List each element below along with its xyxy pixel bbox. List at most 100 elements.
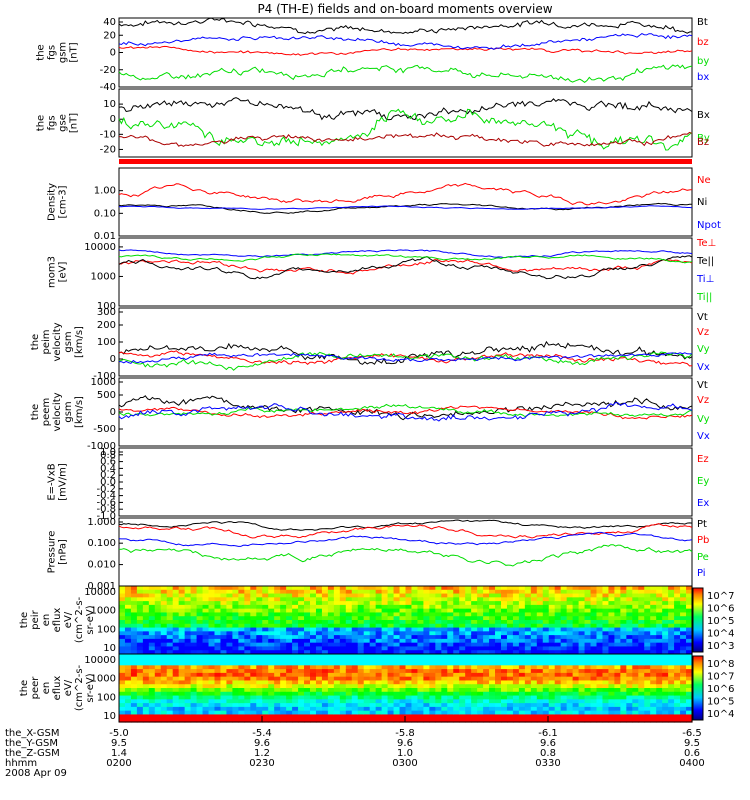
spectrogram-cell (614, 657, 621, 663)
spectrogram-cell (584, 593, 592, 598)
spectrogram-cell (548, 586, 556, 591)
spectrogram-cell (292, 684, 299, 689)
spectrogram-cell (238, 635, 245, 640)
spectrogram-cell (602, 650, 610, 655)
spectrogram-cell (292, 650, 299, 655)
spectrogram-cell (668, 650, 675, 655)
spectrogram-cell (190, 646, 198, 651)
spectrogram-cell (596, 684, 604, 689)
spectrogram-cell (339, 593, 347, 598)
spectrogram-cell (608, 650, 616, 655)
spectrogram-cell (626, 661, 633, 666)
spectrogram-cell (298, 676, 305, 682)
spectrogram-cell (124, 680, 132, 685)
spectrogram-cell (566, 657, 574, 663)
spectrogram-cell (483, 654, 490, 659)
spectrogram-cell (411, 699, 419, 704)
spectrogram-cell (286, 646, 293, 651)
spectrogram-cell (524, 672, 532, 678)
spectrogram-cell (626, 714, 633, 719)
spectrogram-cell (130, 688, 138, 693)
spectrogram-cell (142, 699, 150, 704)
spectrogram-cell (632, 635, 639, 640)
spectrogram-cell (518, 593, 526, 598)
spectrogram-cell (184, 623, 192, 629)
x-row-label: the_Y-GSM (5, 738, 58, 749)
spectrogram-cell (148, 703, 156, 708)
spectrogram-cell (238, 616, 245, 621)
spectrogram-cell (638, 718, 645, 723)
spectrogram-cell (417, 691, 425, 697)
spectrogram-cell (250, 616, 257, 621)
spectrogram-cell (495, 589, 502, 595)
spectrogram-cell (357, 604, 365, 610)
spectrogram-cell (632, 676, 639, 682)
spectrogram-cell (423, 601, 430, 606)
y-tick-label: 500 (97, 390, 116, 401)
spectrogram-cell (626, 718, 633, 723)
spectrogram-cell (453, 714, 460, 719)
spectrogram-cell (441, 684, 448, 689)
spectrogram-cell (375, 676, 383, 682)
spectrogram-cell (501, 608, 508, 614)
spectrogram-cell (387, 635, 395, 640)
spectrogram-cell (608, 684, 616, 689)
spectrogram-cell (387, 691, 395, 697)
spectrogram-cell (369, 593, 377, 598)
spectrogram-cell (333, 672, 341, 678)
spectrogram-cell (214, 646, 222, 651)
spectrogram-cell (238, 657, 245, 663)
spectrogram-cell (339, 657, 347, 663)
spectrogram-cell (130, 706, 138, 712)
spectrogram-cell (339, 699, 347, 704)
spectrogram-cell (614, 669, 621, 674)
spectrogram-cell (262, 635, 269, 640)
spectrogram-cell (381, 589, 389, 595)
spectrogram-cell (148, 597, 156, 602)
spectrogram-cell (477, 699, 484, 704)
spectrogram-cell (393, 589, 401, 595)
spectrogram-cell (208, 661, 216, 666)
spectrogram-cell (280, 593, 287, 598)
spectrogram-cell (250, 623, 257, 629)
spectrogram-cell (680, 642, 687, 648)
spectrogram-cell (590, 620, 598, 625)
y-tick-label: 0.2 (100, 470, 116, 481)
spectrogram-cell (208, 642, 216, 648)
spectrogram-cell (674, 616, 681, 621)
spectrogram-cell (292, 638, 299, 644)
spectrogram-cell (268, 680, 275, 685)
spectrogram-cell (506, 601, 514, 606)
spectrogram-cell (184, 661, 192, 666)
spectrogram-cell (572, 672, 580, 678)
spectrogram-cell (656, 627, 663, 632)
spectrogram-cell (405, 612, 413, 617)
panel-frame (118, 307, 693, 377)
spectrogram-cell (453, 703, 460, 708)
spectrogram-cell (638, 612, 645, 617)
spectrogram-cell (166, 586, 174, 591)
x-row-label: hhmm (5, 758, 37, 769)
spectrogram-cell (417, 601, 425, 606)
spectrogram-cell (280, 616, 287, 621)
spectrogram-cell (310, 676, 317, 682)
spectrogram-cell (339, 589, 347, 595)
y-tick-label: 0.4 (100, 463, 116, 474)
spectrogram-cell (160, 597, 168, 602)
spectrogram-cell (119, 706, 126, 712)
spectrogram-cell (459, 635, 466, 640)
spectrogram-cell (572, 665, 580, 670)
spectrogram-cell (298, 657, 305, 663)
spectrogram-cell (327, 650, 335, 655)
spectrogram-cell (142, 691, 150, 697)
spectrogram-cell (662, 597, 669, 602)
spectrogram-cell (339, 703, 347, 708)
spectrogram-cell (471, 597, 478, 602)
spectrogram-cell (554, 684, 562, 689)
spectrogram-cell (160, 627, 168, 632)
spectrogram-cell (304, 676, 311, 682)
series-line-te|| (118, 255, 693, 280)
spectrogram-cell (405, 601, 413, 606)
spectrogram-cell (560, 597, 568, 602)
spectrogram-cell (310, 703, 317, 708)
